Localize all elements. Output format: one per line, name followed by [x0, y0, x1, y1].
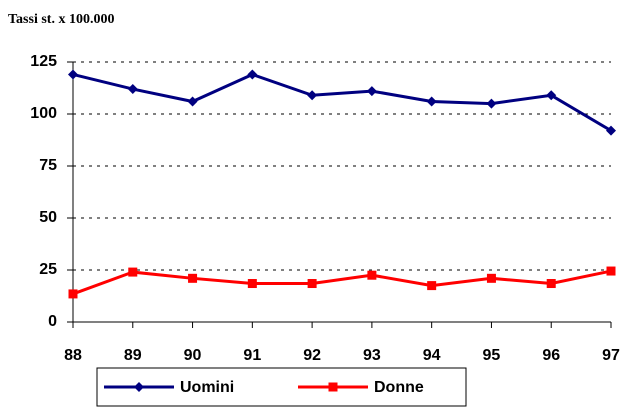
- marker: [328, 382, 338, 392]
- legend-label: Uomini: [180, 379, 234, 396]
- x-tick-label: 92: [303, 347, 321, 364]
- y-tick-label: 50: [39, 209, 57, 226]
- y-tick-label: 100: [30, 105, 57, 122]
- x-tick-label: 88: [64, 347, 82, 364]
- marker: [367, 270, 377, 280]
- x-tick-label: 94: [423, 347, 441, 364]
- marker: [366, 86, 377, 97]
- y-tick-label: 75: [39, 157, 57, 174]
- marker: [427, 281, 437, 291]
- marker: [187, 96, 198, 107]
- marker: [546, 279, 556, 289]
- marker: [307, 90, 318, 101]
- x-tick-label: 90: [184, 347, 202, 364]
- chart-title: Tassi st. x 100.000: [8, 12, 114, 27]
- marker: [128, 267, 138, 277]
- x-tick-label: 93: [363, 347, 381, 364]
- series-line: [72, 72, 612, 132]
- marker: [68, 69, 78, 80]
- marker: [426, 96, 437, 107]
- marker: [247, 69, 258, 80]
- marker: [188, 273, 198, 283]
- y-tick-label: 25: [39, 261, 57, 278]
- x-tick-label: 89: [124, 347, 142, 364]
- y-tick-label: 0: [48, 313, 57, 330]
- x-tick-label: 97: [602, 347, 620, 364]
- marker: [127, 84, 138, 95]
- marker: [307, 279, 317, 289]
- marker: [606, 266, 616, 276]
- marker: [134, 382, 144, 392]
- marker: [546, 90, 557, 101]
- marker: [486, 98, 497, 109]
- series-line: [72, 269, 612, 296]
- legend-label: Donne: [374, 379, 424, 396]
- marker: [68, 289, 78, 299]
- x-tick-label: 96: [542, 347, 560, 364]
- x-tick-label: 91: [243, 347, 261, 364]
- x-tick-label: 95: [483, 347, 501, 364]
- marker: [606, 125, 616, 136]
- marker: [486, 273, 496, 283]
- marker: [247, 279, 257, 289]
- y-tick-label: 125: [30, 53, 57, 70]
